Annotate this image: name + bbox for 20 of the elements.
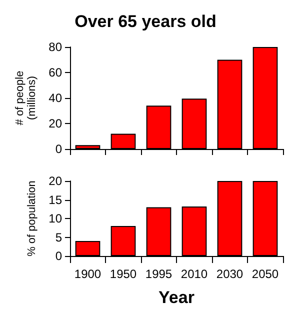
y-axis-title: # of people (millions) [14, 70, 38, 126]
y-tick-label: 20 [48, 116, 62, 130]
y-axis-title: % of population [26, 180, 38, 256]
y-tick-label: 80 [48, 40, 62, 54]
y-tick-label: 10 [48, 212, 62, 226]
x-tick-label: 2010 [180, 267, 208, 281]
x-tick-label: 1950 [110, 267, 137, 281]
y-tick-label: 5 [55, 230, 62, 244]
y-tick-label: 0 [55, 142, 62, 156]
y-tick-label: 40 [48, 91, 62, 105]
x-tick-label: 2030 [216, 267, 244, 281]
x-tick-label: 1995 [145, 267, 172, 281]
y-tick-label: 20 [48, 174, 62, 188]
x-tick-label: 1900 [74, 267, 102, 281]
x-tick-label: 2050 [252, 267, 279, 281]
chart-title: Over 65 years old [74, 12, 216, 31]
x-axis-title: Year [158, 288, 195, 307]
y-tick-label: 60 [48, 66, 62, 80]
y-tick-label: 0 [55, 249, 62, 263]
y-tick-label: 15 [48, 192, 62, 207]
